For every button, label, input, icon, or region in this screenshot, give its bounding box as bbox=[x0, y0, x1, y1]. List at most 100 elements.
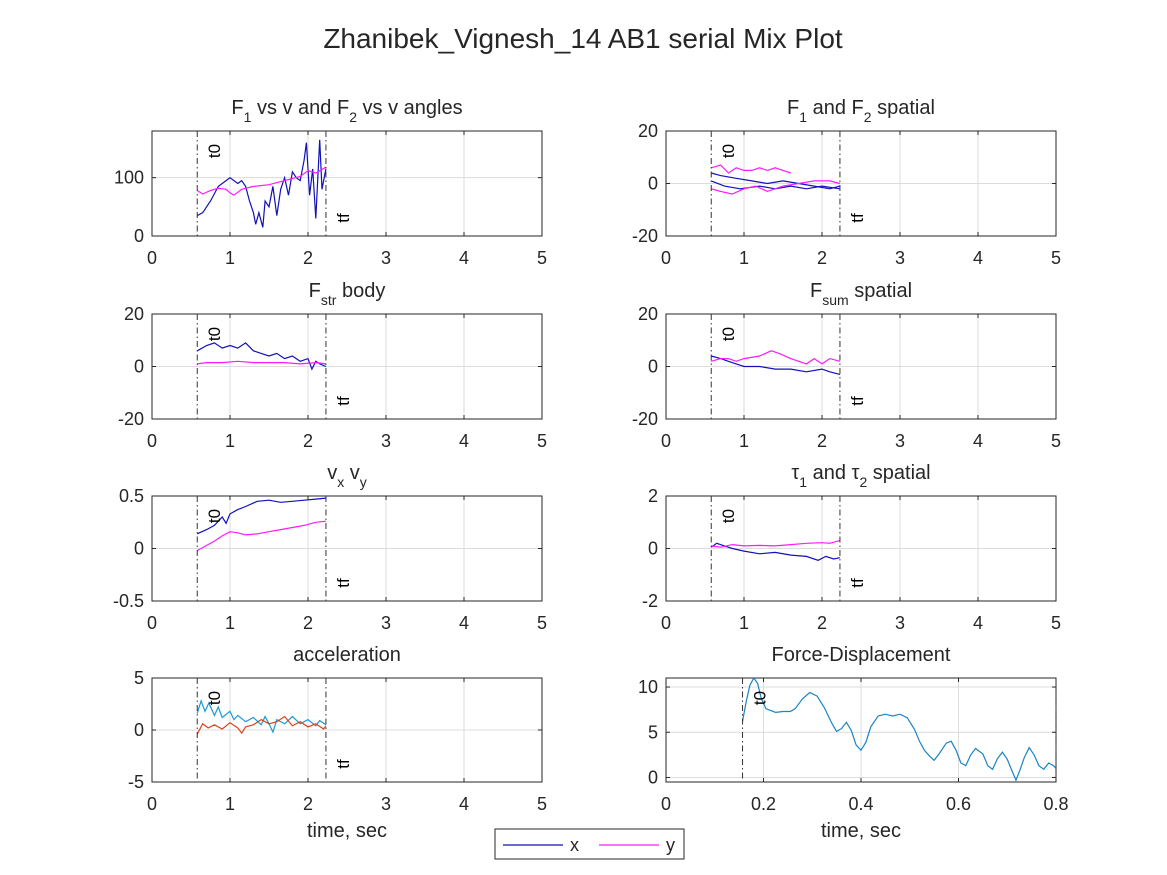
x-tick-label: 2 bbox=[817, 613, 827, 633]
t0-label: t0 bbox=[205, 144, 224, 158]
x-tick-label: 1 bbox=[225, 248, 235, 268]
tf-label: tf bbox=[334, 396, 353, 406]
title-text: acceleration bbox=[293, 644, 401, 666]
series-line-x bbox=[711, 172, 841, 190]
y-tick-label: 0 bbox=[134, 357, 144, 377]
x-axis-label: time, sec bbox=[821, 820, 901, 842]
series-line-y bbox=[196, 520, 326, 552]
x-tick-label: 0 bbox=[661, 613, 671, 633]
tf-label: tf bbox=[334, 578, 353, 588]
y-tick-label: 0 bbox=[648, 539, 658, 559]
title-text: spatial bbox=[872, 97, 935, 119]
y-tick-label: -5 bbox=[128, 772, 144, 792]
title-text: τ bbox=[791, 462, 799, 484]
x-tick-label: 3 bbox=[895, 613, 905, 633]
x-tick-label: 5 bbox=[1051, 431, 1061, 451]
y-tick-label: -20 bbox=[632, 226, 658, 246]
title-text: body bbox=[336, 280, 385, 302]
x-tick-label: 5 bbox=[1051, 248, 1061, 268]
figure-title: Zhanibek_Vignesh_14 AB1 serial Mix Plot bbox=[323, 23, 843, 54]
y-tick-label: 0 bbox=[648, 174, 658, 194]
x-tick-label: 0 bbox=[147, 613, 157, 633]
y-tick-label: 0 bbox=[648, 767, 658, 787]
subplot-title: vx vy bbox=[327, 462, 367, 490]
title-subscript: x bbox=[337, 474, 344, 490]
y-tick-label: 20 bbox=[124, 304, 144, 324]
x-tick-label: 1 bbox=[225, 794, 235, 814]
title-subscript: 2 bbox=[349, 109, 357, 125]
series-line-y bbox=[711, 164, 791, 174]
legend-label-y: y bbox=[666, 835, 675, 855]
title-text: spatial bbox=[849, 280, 912, 302]
x-tick-label: 0 bbox=[147, 794, 157, 814]
y-tick-label: 5 bbox=[134, 668, 144, 688]
title-subscript: 2 bbox=[864, 109, 872, 125]
y-tick-label: 5 bbox=[648, 722, 658, 742]
title-subscript: 1 bbox=[799, 474, 807, 490]
title-text: vs v and F bbox=[251, 97, 349, 119]
y-tick-label: -2 bbox=[642, 591, 658, 611]
x-axis-label: time, sec bbox=[307, 820, 387, 842]
tf-label: tf bbox=[848, 396, 867, 406]
x-tick-label: 3 bbox=[895, 431, 905, 451]
y-tick-label: 20 bbox=[638, 304, 658, 324]
subplot-title: Force-Displacement bbox=[772, 644, 951, 666]
y-tick-label: 10 bbox=[638, 677, 658, 697]
x-tick-label: 5 bbox=[537, 613, 547, 633]
series-line-y bbox=[197, 360, 326, 365]
x-tick-label: 2 bbox=[303, 431, 313, 451]
series-group bbox=[710, 540, 841, 561]
x-tick-label: 4 bbox=[973, 431, 983, 451]
x-tick-label: 3 bbox=[381, 248, 391, 268]
title-subscript: sum bbox=[822, 292, 848, 308]
x-tick-label: 1 bbox=[739, 613, 749, 633]
t0-label: t0 bbox=[751, 691, 770, 705]
x-tick-label: 5 bbox=[1051, 613, 1061, 633]
title-text: spatial bbox=[867, 462, 930, 484]
x-tick-label: 0 bbox=[147, 248, 157, 268]
title-text: and τ bbox=[807, 462, 859, 484]
series-group bbox=[196, 497, 326, 552]
t0-label: t0 bbox=[719, 327, 738, 341]
title-text: F bbox=[810, 280, 822, 302]
x-tick-label: 0.4 bbox=[848, 794, 873, 814]
y-tick-label: -20 bbox=[632, 409, 658, 429]
x-tick-label: 1 bbox=[225, 613, 235, 633]
y-tick-label: 2 bbox=[648, 486, 658, 506]
t0-label: t0 bbox=[205, 691, 224, 705]
x-tick-label: 0 bbox=[661, 794, 671, 814]
series-group bbox=[196, 139, 327, 228]
x-tick-label: 5 bbox=[537, 794, 547, 814]
series-line-x bbox=[196, 139, 327, 228]
x-tick-label: 0 bbox=[661, 431, 671, 451]
x-tick-label: 4 bbox=[459, 431, 469, 451]
t0-label: t0 bbox=[205, 509, 224, 523]
x-tick-label: 3 bbox=[895, 248, 905, 268]
title-text: Force-Displacement bbox=[772, 644, 951, 666]
subplot-title: F1 and F2 spatial bbox=[787, 97, 935, 125]
x-tick-label: 3 bbox=[381, 613, 391, 633]
series-line-y bbox=[711, 180, 841, 195]
series-group bbox=[710, 164, 841, 195]
y-tick-label: 0 bbox=[134, 720, 144, 740]
x-tick-label: 4 bbox=[973, 613, 983, 633]
x-tick-label: 5 bbox=[537, 248, 547, 268]
x-tick-label: 2 bbox=[303, 613, 313, 633]
series-line-y bbox=[711, 540, 841, 548]
subplot-title: F1 vs v and F2 vs v angles bbox=[231, 97, 462, 125]
title-text: v bbox=[344, 462, 360, 484]
series-line-fd bbox=[741, 678, 1056, 782]
tf-label: tf bbox=[334, 213, 353, 223]
x-tick-label: 2 bbox=[817, 431, 827, 451]
series-group bbox=[196, 699, 327, 735]
y-tick-label: -20 bbox=[118, 409, 144, 429]
x-tick-label: 3 bbox=[381, 431, 391, 451]
series-line-x bbox=[196, 342, 327, 371]
y-tick-label: 20 bbox=[638, 121, 658, 141]
x-tick-label: 0.8 bbox=[1043, 794, 1068, 814]
